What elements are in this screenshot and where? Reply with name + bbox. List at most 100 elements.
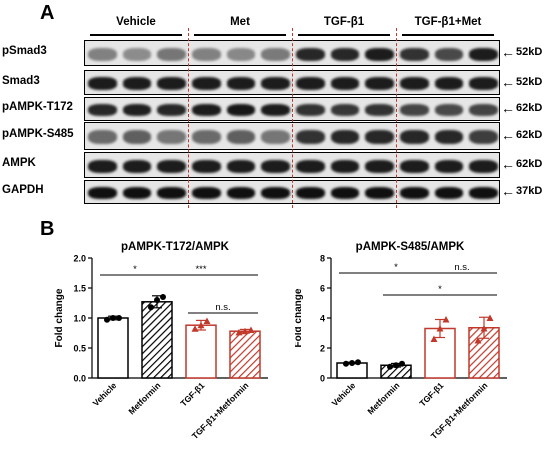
- blot-band: [261, 130, 290, 144]
- blot-band: [88, 104, 117, 116]
- blot-band: [192, 77, 221, 90]
- molecular-weight-label: 62kD: [516, 102, 543, 114]
- data-point: [191, 325, 199, 332]
- molecular-weight-label: 62kD: [516, 129, 543, 141]
- group-divider: [396, 28, 397, 208]
- x-tick-label: Vehicle: [330, 380, 358, 408]
- blot-band: [261, 159, 290, 173]
- blot-band: [365, 47, 394, 61]
- row-label: AMPK: [2, 157, 36, 169]
- group-divider: [292, 28, 293, 208]
- blot-band: [330, 47, 360, 61]
- blot-band: [434, 47, 464, 61]
- chart-right: pAMPK-S485/AMPK 0 2 4 6 8 Fold change Vehicle Me…: [295, 241, 507, 441]
- x-tick-label: TGF-β1: [417, 380, 445, 408]
- blot-band: [469, 130, 498, 144]
- data-point: [235, 328, 243, 336]
- chart-title: pAMPK-S485/AMPK: [356, 241, 465, 253]
- blot-band: [192, 104, 221, 116]
- blot-band: [157, 130, 186, 144]
- data-point: [116, 315, 122, 321]
- blot-band: [226, 130, 256, 144]
- blot-band: [330, 130, 360, 144]
- blot-band: [296, 159, 325, 173]
- row-label: Smad3: [2, 74, 40, 87]
- blot-band: [400, 104, 429, 116]
- blot-band: [400, 77, 429, 90]
- data-point: [474, 337, 482, 344]
- blot-band: [365, 77, 394, 90]
- blot-band: [192, 130, 221, 144]
- blot-band: [296, 77, 325, 90]
- chart-left: pAMPK-T172/AMPK 0.0 0.5 1.0 1.5 2.0 Fold chang…: [54, 241, 268, 441]
- y-tick-label: 1.0: [73, 314, 86, 324]
- blot-band: [400, 187, 429, 199]
- blot-band: [330, 104, 360, 116]
- blot-band: [469, 187, 498, 199]
- arrow-icon: ←: [501, 183, 515, 199]
- data-point: [148, 304, 154, 311]
- molecular-weight-label: 52kD: [516, 46, 543, 58]
- blot-band: [400, 159, 429, 173]
- y-tick-label: 6: [320, 284, 325, 294]
- blot-strip: [84, 152, 500, 178]
- blot-band: [434, 104, 464, 116]
- blot-band: [122, 104, 152, 116]
- y-tick-label: 0: [320, 374, 325, 384]
- data-point: [393, 362, 399, 369]
- group-underline: [194, 34, 286, 36]
- bar: [185, 324, 217, 379]
- significance-label: *: [438, 284, 442, 295]
- blot-band: [226, 104, 256, 116]
- blot-band: [296, 130, 325, 144]
- row-label: GAPDH: [2, 184, 44, 196]
- arrow-icon: ←: [501, 127, 515, 143]
- significance-label: ***: [195, 264, 206, 275]
- blot-band: [226, 159, 256, 173]
- y-tick-label: 1.5: [73, 284, 86, 294]
- y-tick-label: 2.0: [73, 254, 86, 264]
- x-tick-label: TGF-β1: [178, 380, 206, 408]
- y-tick-label: 0.0: [73, 374, 86, 384]
- significance-label: *: [133, 264, 137, 275]
- y-tick-label: 2: [320, 344, 325, 354]
- data-point: [154, 297, 160, 303]
- blot-band: [330, 187, 360, 199]
- row-label: pSmad3: [2, 45, 47, 57]
- blot-band: [226, 47, 256, 61]
- x-tick-label: Metformin: [365, 380, 401, 416]
- blot-band: [157, 187, 186, 199]
- blot-band: [365, 187, 394, 199]
- chart-title: pAMPK-T172/AMPK: [121, 241, 230, 253]
- x-tick-label: Vehicle: [91, 380, 119, 408]
- panel-b-letter: B: [40, 218, 55, 240]
- blot-band: [88, 47, 117, 61]
- group-label: TGF-β1: [323, 16, 365, 28]
- blot-band: [192, 159, 221, 173]
- data-point: [430, 335, 438, 342]
- blot-band: [296, 47, 325, 61]
- blot-band: [469, 47, 498, 61]
- blot-band: [261, 104, 290, 116]
- blot-band: [434, 159, 464, 173]
- blot-band: [122, 77, 152, 90]
- molecular-weight-label: 52kD: [516, 75, 543, 88]
- blot-band: [88, 187, 117, 199]
- molecular-weight-label: 62kD: [516, 158, 543, 170]
- panel-a-letter: A: [40, 2, 55, 24]
- data-point: [349, 360, 355, 366]
- blot-band: [122, 187, 152, 199]
- significance-label: n.s.: [215, 302, 230, 313]
- bar: [468, 327, 500, 379]
- blot-band: [261, 47, 290, 61]
- blot-band: [157, 104, 186, 116]
- bar: [229, 330, 261, 379]
- blot-band: [88, 130, 117, 144]
- blot-band: [261, 187, 290, 199]
- data-point: [203, 317, 211, 324]
- data-point: [197, 321, 205, 329]
- arrow-icon: ←: [501, 73, 515, 90]
- blot-band: [122, 47, 152, 61]
- blot-band: [192, 187, 221, 199]
- blot-band: [157, 77, 186, 90]
